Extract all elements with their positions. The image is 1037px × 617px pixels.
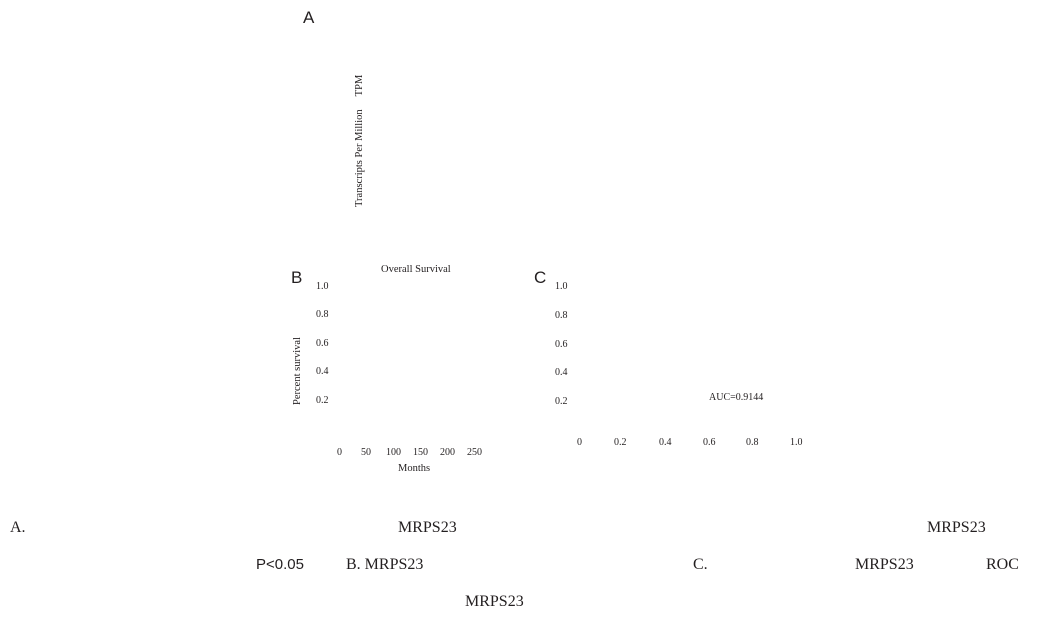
panel-a-ylabel-text: Transcripts Per Million (354, 109, 365, 207)
panel-c-xtick: 0 (577, 437, 582, 448)
panel-a-ylabel: Transcripts Per Million TPM (354, 75, 365, 207)
panel-b-ytick: 0.2 (316, 395, 329, 406)
panel-c-ytick: 0.6 (555, 339, 568, 350)
panel-b-xtick: 200 (440, 447, 455, 458)
panel-c-ytick: 0.8 (555, 310, 568, 321)
panel-b-xtick: 150 (413, 447, 428, 458)
panel-a-letter: A (303, 8, 315, 27)
caption-gene: MRPS23 (927, 519, 986, 536)
panel-b-ylabel: Percent survival (292, 337, 303, 405)
panel-b-xtick: 250 (467, 447, 482, 458)
caption-b-label: B. MRPS23 (346, 556, 424, 573)
caption-gene: MRPS23 (465, 593, 524, 610)
panel-c-xtick: 0.6 (703, 437, 716, 448)
caption-gene: MRPS23 (398, 519, 457, 536)
panel-c-letter: C (534, 268, 547, 287)
panel-c-xtick: 0.2 (614, 437, 627, 448)
panel-b-ytick: 1.0 (316, 281, 329, 292)
caption-gene: MRPS23 (855, 556, 914, 573)
panel-c-ytick: 0.4 (555, 367, 568, 378)
caption-p-value: P<0.05 (256, 556, 304, 573)
panel-c-xtick: 0.8 (746, 437, 759, 448)
panel-b-ytick: 0.8 (316, 309, 329, 320)
caption-roc: ROC (986, 556, 1019, 573)
panel-b-xtick: 50 (361, 447, 371, 458)
panel-b-ytick: 0.6 (316, 338, 329, 349)
panel-c-ytick: 1.0 (555, 281, 568, 292)
caption-a-label: A. (10, 519, 26, 536)
panel-c-xtick: 0.4 (659, 437, 672, 448)
panel-b-xtick: 0 (337, 447, 342, 458)
caption-c-label: C. (693, 556, 708, 573)
panel-c-ytick: 0.2 (555, 396, 568, 407)
panel-b-xtick: 100 (386, 447, 401, 458)
panel-b-letter: B (291, 268, 303, 287)
panel-c-auc-annotation: AUC=0.9144 (709, 392, 764, 403)
panel-b-title: Overall Survival (381, 264, 451, 275)
panel-c-xtick: 1.0 (790, 437, 803, 448)
panel-b-ytick: 0.4 (316, 366, 329, 377)
panel-b-xlabel: Months (398, 463, 431, 474)
panel-a-ylabel-unit: TPM (354, 74, 365, 97)
